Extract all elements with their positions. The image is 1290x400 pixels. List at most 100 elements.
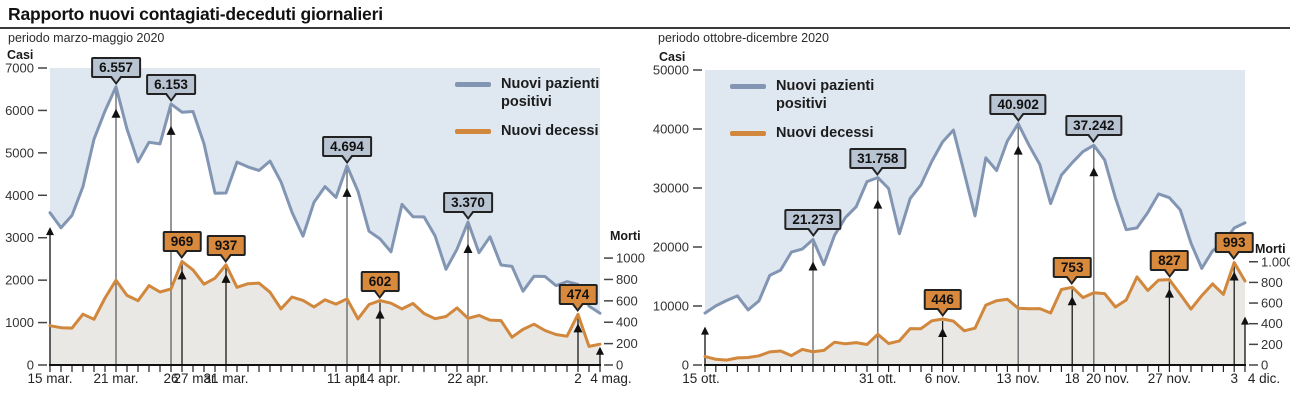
cases-area-fill: [50, 68, 600, 314]
cases-line-swatch: [455, 82, 491, 87]
left-chart: 7000600050004000300020001000010008006004…: [5, 61, 645, 387]
cases-line: [703, 122, 1247, 315]
x-tick-label: 4 mag.: [590, 371, 631, 386]
cases-axis-tick-label: 0: [27, 358, 34, 373]
deaths-line-swatch: [730, 131, 766, 136]
edge-marker-arrowhead: [1241, 316, 1249, 325]
cases-axis-tick-label: 5000: [5, 145, 34, 160]
x-tick-label: 31 ott.: [859, 371, 897, 386]
cases-axis-tick-label: 7000: [5, 61, 34, 76]
annotation-arrowhead: [1013, 145, 1023, 155]
x-tick-label: 22 apr.: [447, 371, 488, 386]
value-callout-21.273: 21.273: [784, 209, 842, 231]
annotation-arrowhead: [342, 187, 352, 197]
value-callout-827: 827: [1150, 249, 1189, 271]
edge-marker-arrowhead: [701, 326, 709, 335]
legend-item-deaths: Nuovi decessi: [455, 123, 609, 141]
x-tick-label: 21 mar.: [93, 371, 138, 386]
cases-axis-tick-label: 4000: [5, 188, 34, 203]
left-chart-cases-axis-title: Casi: [7, 48, 34, 62]
legend: Nuovi pazienti positivi Nuovi decessi: [730, 78, 884, 155]
annotation-arrowhead: [1164, 288, 1174, 298]
cases-axis-tick-label: 3000: [5, 230, 34, 245]
annotation-arrowhead: [573, 323, 583, 333]
deaths-axis-tick-label: 200: [1261, 337, 1283, 352]
cases-line: [48, 85, 602, 315]
value-callout-993: 993: [1214, 232, 1254, 254]
value-callout-602: 602: [360, 270, 400, 292]
cases-axis-tick-label: 40000: [653, 122, 689, 137]
value-callout-6.557: 6.557: [91, 56, 141, 78]
cases-axis-tick-label: 2000: [5, 273, 34, 288]
x-tick-label: 13 nov.: [997, 371, 1040, 386]
deaths-axis-tick-label: 800: [1261, 275, 1283, 290]
x-tick-label: 27 nov.: [1148, 371, 1191, 386]
legend-item-cases: Nuovi pazienti positivi: [730, 78, 884, 113]
value-callout-937: 937: [206, 234, 246, 256]
annotation-arrowhead: [1089, 167, 1099, 177]
x-tick-label: 3: [1230, 371, 1238, 386]
deaths-axis-tick-label: 800: [616, 272, 638, 287]
left-chart-subtitle: periodo marzo-maggio 2020: [8, 31, 165, 45]
x-tick-label: 31 mar.: [203, 371, 248, 386]
right-chart-subtitle: periodo ottobre-dicembre 2020: [658, 31, 829, 45]
annotation-arrowhead: [111, 108, 121, 118]
x-tick-label: 11 apr.: [327, 371, 367, 386]
annotation-arrowhead: [463, 244, 473, 254]
deaths-axis-tick-label: 600: [616, 293, 638, 308]
annotation-arrowhead: [873, 199, 883, 209]
x-tick-label: 4 dic.: [1248, 371, 1280, 386]
cases-axis-tick-label: 50000: [653, 63, 689, 78]
legend-label-cases: Nuovi pazienti positivi: [776, 78, 875, 112]
value-callout-40.902: 40.902: [989, 93, 1047, 115]
annotation-arrowhead: [938, 327, 948, 337]
cases-axis-tick-label: 0: [682, 358, 689, 373]
x-tick-label: 14 apr.: [359, 371, 400, 386]
annotation-arrowhead: [177, 270, 187, 280]
value-callout-4.694: 4.694: [322, 135, 372, 157]
deaths-axis-tick-label: 600: [1261, 296, 1283, 311]
value-callout-474: 474: [558, 284, 598, 306]
deaths-axis-tick-label: 400: [1261, 316, 1283, 331]
cases-axis-tick-label: 30000: [653, 181, 689, 196]
value-callout-969: 969: [162, 231, 202, 253]
title-underline: [0, 27, 1290, 29]
x-tick-label: 18: [1065, 371, 1080, 386]
edge-marker-arrowhead: [596, 346, 604, 355]
deaths-line-swatch: [455, 129, 491, 134]
deaths-area-fill: [50, 261, 600, 365]
deaths-axis-tick-label: 1.000: [1261, 254, 1290, 269]
cases-line-swatch: [730, 84, 766, 89]
right-chart-deaths-axis-title: Morti: [1255, 242, 1286, 256]
annotation-arrowhead: [808, 261, 818, 271]
x-tick-label: 20 nov.: [1086, 371, 1129, 386]
x-tick-label: 26: [163, 371, 178, 386]
x-tick-label: 15 ott.: [682, 371, 720, 386]
value-callout-6.153: 6.153: [146, 73, 196, 95]
deaths-axis-tick-label: 1000: [616, 251, 645, 266]
annotation-arrowhead: [1067, 296, 1077, 306]
edge-marker-arrowhead: [46, 227, 54, 236]
deaths-axis-tick-label: 400: [616, 315, 638, 330]
x-tick-label: 6 nov.: [925, 371, 961, 386]
deaths-axis-tick-label: 200: [616, 336, 638, 351]
annotation-arrowhead: [221, 273, 231, 283]
annotation-arrowhead: [166, 125, 176, 135]
x-tick-label: 2: [574, 371, 582, 386]
deaths-line: [48, 259, 602, 348]
deaths-axis-tick-label: 0: [1261, 358, 1268, 373]
value-callout-31.758: 31.758: [849, 147, 907, 169]
cases-axis-tick-label: 1000: [5, 315, 34, 330]
cases-axis-tick-label: 10000: [653, 299, 689, 314]
legend: Nuovi pazienti positivi Nuovi decessi: [455, 76, 609, 153]
left-chart-deaths-axis-title: Morti: [610, 229, 641, 243]
value-callout-3.370: 3.370: [443, 192, 493, 214]
x-tick-label: 27 mar.: [173, 371, 218, 386]
value-callout-753: 753: [1052, 257, 1092, 279]
legend-item-deaths: Nuovi decessi: [730, 125, 884, 143]
deaths-area-fill: [705, 262, 1245, 365]
value-callout-446: 446: [923, 288, 962, 310]
deaths-axis-tick-label: 0: [616, 358, 623, 373]
